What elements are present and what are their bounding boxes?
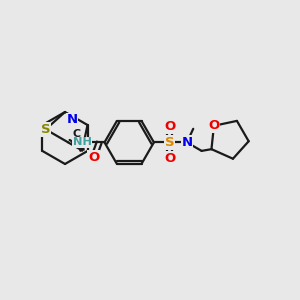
- Text: O: O: [208, 119, 220, 132]
- Text: O: O: [88, 151, 99, 164]
- Text: C: C: [73, 129, 81, 139]
- Text: NH: NH: [73, 137, 92, 147]
- Text: O: O: [164, 120, 175, 133]
- Text: N: N: [181, 136, 193, 149]
- Text: O: O: [164, 152, 175, 165]
- Text: S: S: [41, 123, 50, 136]
- Text: N: N: [67, 113, 78, 127]
- Text: S: S: [165, 136, 175, 149]
